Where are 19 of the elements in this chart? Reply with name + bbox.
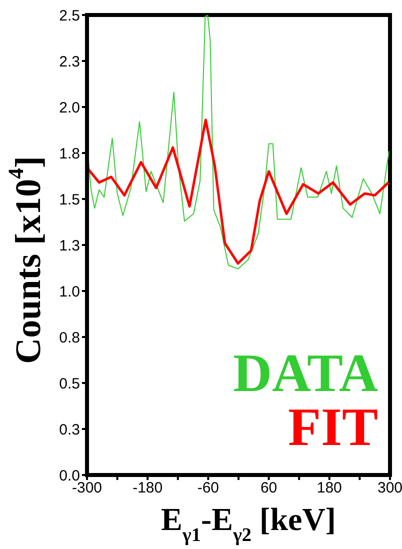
line-series bbox=[87, 118, 390, 265]
x-tick-label: 180 bbox=[316, 480, 342, 497]
y-tick-label: 1.8 bbox=[59, 145, 80, 162]
line-series bbox=[87, 15, 390, 270]
x-tick-label: 60 bbox=[260, 480, 278, 497]
y-tick-label: 1.5 bbox=[59, 191, 80, 208]
x-axis-title: E$_{γ1}$-E$_{γ2}$ [keV] bbox=[161, 501, 336, 546]
x-tick-label: -60 bbox=[197, 480, 220, 497]
y-tick-label: 1.3 bbox=[59, 237, 80, 254]
y-tick-label: 0.8 bbox=[59, 329, 80, 346]
y-tick-label: 2.0 bbox=[59, 99, 80, 116]
y-tick-label: 0.3 bbox=[59, 421, 80, 438]
y-tick-label: 0.5 bbox=[59, 375, 80, 392]
y-tick-label: 1.0 bbox=[59, 283, 80, 300]
y-tick-label: 2.5 bbox=[59, 7, 80, 24]
x-tick-label: -180 bbox=[132, 480, 163, 497]
x-tick-label: 300 bbox=[377, 480, 402, 497]
y-tick-label: 2.3 bbox=[59, 53, 80, 70]
x-tick-label: -300 bbox=[72, 480, 102, 497]
